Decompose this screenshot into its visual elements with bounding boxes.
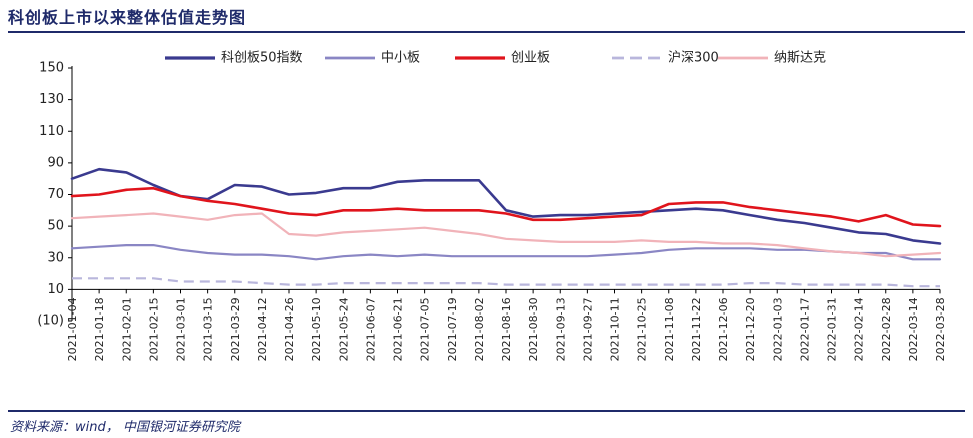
series-line bbox=[70, 244, 942, 261]
x-tick-label: 2021-10-25 bbox=[636, 297, 649, 361]
x-tick-label: 2021-05-10 bbox=[310, 297, 323, 361]
legend-label: 创业板 bbox=[511, 51, 550, 66]
x-tick-label: 2021-02-15 bbox=[147, 297, 160, 361]
x-tick-label: 2021-09-13 bbox=[554, 297, 567, 361]
series-line bbox=[72, 277, 940, 288]
y-axis: 150 130 110 90 70 50 30 10 (10) bbox=[37, 61, 73, 329]
x-tick-label: 2021-08-30 bbox=[527, 297, 540, 361]
x-tick-label: 2021-01-18 bbox=[93, 297, 106, 361]
x-tick-label: 2021-05-24 bbox=[337, 297, 350, 361]
x-tick-label: 2022-03-14 bbox=[907, 297, 920, 361]
y-tick-label: (10) bbox=[37, 314, 64, 329]
x-tick-label: 2021-06-07 bbox=[364, 297, 377, 361]
y-tick-label: 70 bbox=[47, 187, 64, 202]
y-tick-label: 110 bbox=[39, 124, 64, 139]
line-chart: 科创板50指数 中小板 创业板 沪深300 纳斯达克 150 130 110 90 70 50 30… bbox=[37, 50, 947, 362]
x-tick-label: 2021-07-05 bbox=[419, 297, 432, 361]
y-tick-label: 50 bbox=[47, 219, 64, 234]
series-line bbox=[70, 186, 942, 228]
x-tick-label: 2021-06-21 bbox=[392, 297, 405, 361]
x-tick-label: 2021-12-06 bbox=[717, 297, 730, 361]
x-tick-label: 2021-02-01 bbox=[120, 297, 133, 361]
x-tick-label: 2021-04-26 bbox=[283, 297, 296, 361]
x-tick-label: 2021-08-16 bbox=[500, 297, 513, 361]
x-axis: 2021-01-04 2021-01-18 2021-02-01 2021-02-15… bbox=[66, 288, 947, 361]
x-tick-label: 2022-01-17 bbox=[798, 297, 811, 361]
x-tick-label: 2021-11-22 bbox=[690, 297, 703, 361]
legend-label: 中小板 bbox=[381, 51, 420, 66]
chart-title: 科创板上市以来整体估值走势图 bbox=[8, 8, 247, 27]
x-tick-label: 2022-03-28 bbox=[934, 297, 947, 361]
x-tick-label: 2022-02-14 bbox=[853, 297, 866, 361]
source-note: 资料来源：wind， 中国银河证券研究院 bbox=[10, 420, 240, 435]
legend-label: 科创板50指数 bbox=[221, 51, 303, 66]
y-tick-label: 150 bbox=[39, 61, 64, 76]
footer-divider bbox=[8, 410, 965, 412]
x-tick-label: 2021-03-29 bbox=[229, 297, 242, 361]
x-tick-label: 2021-07-19 bbox=[446, 297, 459, 361]
x-tick-label: 2021-08-02 bbox=[473, 297, 486, 361]
x-tick-label: 2021-03-15 bbox=[202, 297, 215, 361]
title-divider bbox=[8, 31, 965, 33]
x-tick-label: 2021-03-01 bbox=[175, 297, 188, 361]
y-tick-label: 10 bbox=[47, 282, 64, 297]
series-line bbox=[70, 167, 942, 245]
series-layer bbox=[70, 167, 942, 288]
y-tick-label: 90 bbox=[47, 155, 64, 170]
legend-label: 沪深300 bbox=[668, 50, 719, 66]
series-line bbox=[70, 212, 942, 258]
legend-label: 纳斯达克 bbox=[774, 51, 826, 66]
x-tick-label: 2021-01-04 bbox=[66, 297, 79, 361]
x-tick-label: 2021-09-27 bbox=[581, 297, 594, 361]
y-tick-label: 30 bbox=[47, 250, 64, 265]
x-tick-label: 2021-04-12 bbox=[256, 297, 269, 361]
x-tick-label: 2021-10-11 bbox=[609, 297, 622, 361]
legend: 科创板50指数 中小板 创业板 沪深300 纳斯达克 bbox=[165, 50, 826, 66]
x-tick-label: 2022-02-28 bbox=[880, 297, 893, 361]
x-tick-label: 2022-01-31 bbox=[826, 297, 839, 361]
x-tick-label: 2022-01-03 bbox=[771, 297, 784, 361]
x-tick-label: 2021-11-08 bbox=[663, 297, 676, 361]
x-tick-label: 2021-12-20 bbox=[744, 297, 757, 361]
y-tick-label: 130 bbox=[39, 92, 64, 107]
